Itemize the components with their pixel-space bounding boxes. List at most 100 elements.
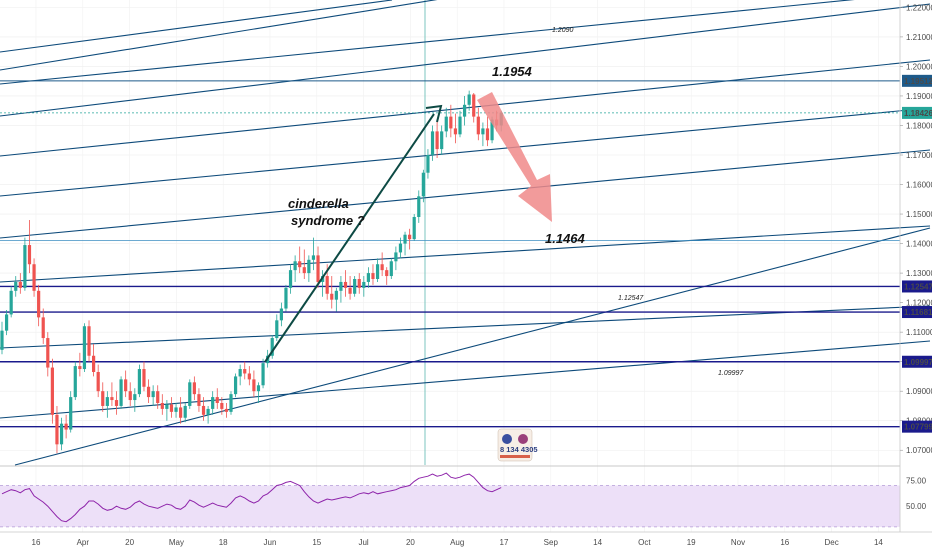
badge-seal-icon <box>502 434 512 444</box>
candle-body <box>160 403 164 409</box>
price-level-badge-label: 1.07799 <box>904 423 932 432</box>
time-tick-label: 16 <box>780 538 789 547</box>
up-arrow-head <box>425 104 443 123</box>
candle-body <box>375 264 380 279</box>
price-tick-label: 1.20000 <box>906 62 932 71</box>
candle-body <box>403 234 407 244</box>
time-tick-label: May <box>169 538 184 547</box>
candle-body <box>169 404 174 412</box>
candle-body <box>385 270 389 277</box>
candle-body <box>174 407 178 412</box>
rsi-line <box>1 472 502 523</box>
price-level-badge <box>902 280 932 293</box>
candle-body <box>220 403 224 409</box>
candle-body <box>50 367 54 415</box>
candle-body <box>82 326 87 370</box>
level-label: 1.09997 <box>718 370 744 377</box>
candle-body <box>96 372 100 392</box>
candle-body <box>366 273 370 282</box>
price-level-badge <box>902 306 932 319</box>
price-tick-label: 1.12000 <box>906 299 932 308</box>
candle-body <box>101 391 105 406</box>
candle-body <box>252 379 256 392</box>
price-level-badge <box>902 74 932 87</box>
candle-body <box>64 423 68 430</box>
candle-body <box>298 261 302 268</box>
candle-body <box>394 252 398 262</box>
candle-body <box>92 355 96 372</box>
level-note-text: 1.1954 <box>492 64 533 79</box>
time-tick-label: Dec <box>824 538 838 547</box>
candle-body <box>284 287 288 309</box>
time-tick-label: 20 <box>125 538 134 547</box>
price-level-badge-label: 1.18426 <box>904 109 932 118</box>
time-tick-label: 20 <box>406 538 415 547</box>
candle-body <box>380 264 384 271</box>
candle-body <box>59 423 64 445</box>
candle-body <box>78 366 82 370</box>
badge-seal-icon <box>518 434 528 444</box>
candle-body <box>449 116 453 129</box>
candle-body <box>9 290 13 315</box>
candle-body <box>110 397 114 401</box>
trendline <box>14 227 931 466</box>
time-tick-label: 15 <box>312 538 321 547</box>
candle-body <box>128 391 132 401</box>
time-tick-label: Jul <box>358 538 368 547</box>
candle-body <box>55 414 59 445</box>
candle-body <box>206 408 210 415</box>
candle-body <box>0 330 4 350</box>
price-level-badge <box>902 420 932 433</box>
time-tick-label: Jun <box>264 538 277 547</box>
price-axis[interactable]: 1.22000 1.21000 1.20000 1.19000 1.18000 1.170… <box>900 3 932 455</box>
candle-body <box>238 369 242 377</box>
trendline <box>0 0 855 85</box>
candle-body <box>229 394 233 412</box>
rsi-pane: 75.00 50.00 <box>0 465 927 528</box>
price-tick-label: 1.14000 <box>906 240 932 249</box>
candle-body <box>224 408 229 412</box>
price-level-badge-label: 1.19512 <box>904 77 932 86</box>
up-arrow-shaft <box>264 113 435 363</box>
time-axis[interactable]: 16 Apr 20 May 18 Jun 15 Jul 20 Aug 17 Sep 14 Oct 19 Nov… <box>32 538 884 547</box>
candle-body <box>426 155 430 173</box>
author-badge: 8 134 4305 <box>497 428 538 462</box>
candle-body <box>444 116 448 132</box>
candle-body <box>339 281 343 291</box>
time-tick-label: Oct <box>638 538 651 547</box>
price-tick-label: 1.15000 <box>906 210 932 219</box>
candle-body <box>18 281 22 288</box>
candle-body <box>485 128 490 141</box>
price-tick-label: 1.16000 <box>906 181 932 190</box>
price-tick-label: 1.22000 <box>906 3 932 12</box>
candle-body <box>192 382 196 395</box>
badge-number: 8 134 4305 <box>500 445 538 454</box>
trendline <box>0 225 931 283</box>
trendline <box>0 305 931 349</box>
candle-body <box>472 94 476 117</box>
candle-body <box>325 276 329 294</box>
candle-body <box>307 259 311 274</box>
candle-body <box>476 116 480 135</box>
candle-body <box>408 234 412 240</box>
candle-body <box>46 338 50 368</box>
horizontal-levels <box>0 80 900 428</box>
trendline-channel <box>0 0 931 466</box>
price-tick-label: 1.17000 <box>906 151 932 160</box>
candle-body <box>137 369 141 395</box>
candle-body <box>105 397 109 406</box>
price-level-badge-label: 1.12547 <box>904 282 932 291</box>
time-tick-label: Aug <box>450 538 464 547</box>
time-tick-label: 18 <box>219 538 228 547</box>
candle-body <box>357 279 361 288</box>
candle-body <box>288 270 293 288</box>
candle-body <box>32 264 36 291</box>
trendline <box>0 0 393 53</box>
candle-body <box>343 281 348 288</box>
trendline <box>0 3 931 117</box>
candle-body <box>430 131 435 155</box>
price-tick-label: 1.07000 <box>906 446 932 455</box>
time-tick-label: 16 <box>32 538 41 547</box>
